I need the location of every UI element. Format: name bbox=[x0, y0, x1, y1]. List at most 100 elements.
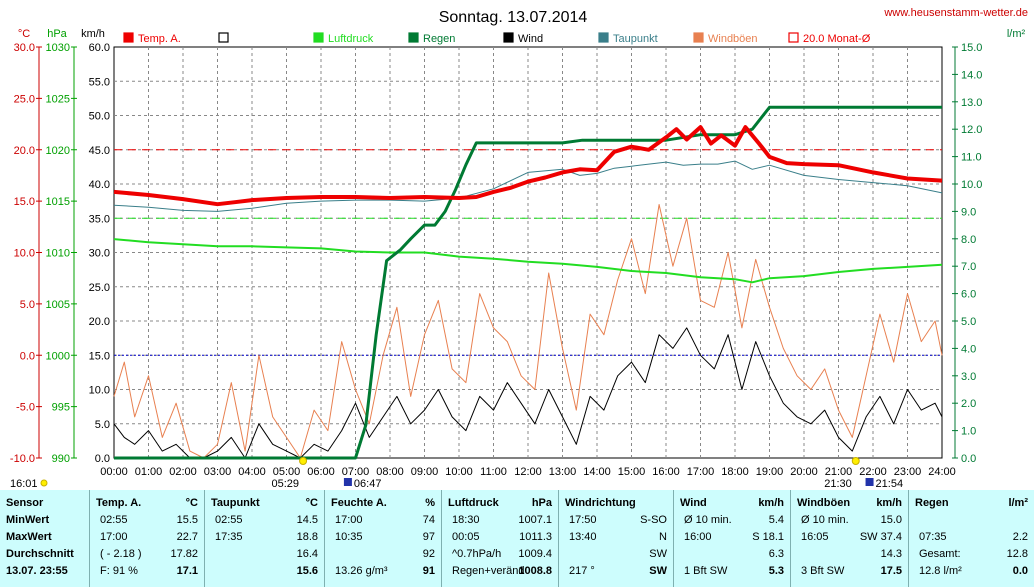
stats-column: Regen l/m² 07:35 2.2 Gesamt: 12.8 12.8 l/m² 0.0 bbox=[909, 490, 1034, 587]
stats-header: Windböen km/h bbox=[791, 495, 908, 511]
stats-column: Taupunkt °C 02:55 14.5 17:35 18.8 16.4 15.6 bbox=[205, 490, 325, 587]
stats-cell-label: 07:35 bbox=[919, 531, 947, 543]
stats-cell-label: ^0.7hPa/h bbox=[452, 548, 502, 560]
stats-cell-value: 17.82 bbox=[170, 548, 198, 560]
plot-area: 00:00 01:00 02:00 03:00 04:00 05:00 06:00 07:00… bbox=[10, 42, 983, 490]
wind-tick-label: 25.0 bbox=[89, 282, 110, 294]
stats-cell-value: 97 bbox=[422, 531, 435, 543]
stats-row: MaxWert bbox=[0, 529, 89, 545]
rain-tick-label: 5.0 bbox=[961, 316, 976, 328]
stats-cell-label: 12.8 l/m² bbox=[919, 565, 962, 577]
stats-row: 16:00 S 18.1 bbox=[674, 529, 790, 545]
pressure-tick-label: 1030 bbox=[46, 42, 70, 54]
x-tick-label: 20:00 bbox=[790, 466, 818, 478]
rain-tick-label: 12.0 bbox=[961, 124, 982, 136]
temp-tick-label: 10.0 bbox=[14, 248, 35, 260]
legend-label: 20.0 Monat-Ø bbox=[803, 33, 871, 45]
legend-swatch bbox=[788, 32, 799, 43]
legend-label: Temp. A. bbox=[138, 33, 181, 45]
x-tick-label: 24:00 bbox=[928, 466, 956, 478]
temp-tick-label: -10.0 bbox=[10, 453, 35, 465]
stats-panel: Sensor MinWert MaxWert Durchschnitt 13.07. 2… bbox=[0, 490, 1034, 587]
legend-swatch bbox=[313, 32, 324, 43]
wind-tick-label: 35.0 bbox=[89, 213, 110, 225]
stats-row: 217 ° SW bbox=[559, 563, 673, 579]
stats-cell-label: 17:00 bbox=[100, 531, 128, 543]
sun-icon bbox=[851, 457, 860, 465]
stats-cell-label: Ø 10 min. bbox=[801, 514, 849, 526]
weather-chart: Sonntag. 13.07.2014 www.heusenstamm-wett… bbox=[10, 7, 1028, 490]
x-tick-label: 04:00 bbox=[238, 466, 266, 478]
stats-row: 17:00 74 bbox=[325, 512, 441, 528]
stats-row: 13.26 g/m³ 91 bbox=[325, 563, 441, 579]
wind-tick-label: 55.0 bbox=[89, 76, 110, 88]
stats-row: ( - 2.18 ) 17.82 bbox=[90, 546, 204, 562]
x-tick-label: 17:00 bbox=[687, 466, 715, 478]
pressure-tick-label: 1020 bbox=[46, 145, 70, 157]
stats-cell-value: 6.3 bbox=[768, 548, 784, 560]
stats-column: Feuchte A.% 17:00 74 10:35 97 92 13.26 g/m³ 91 bbox=[325, 490, 442, 587]
rain-tick-label: 2.0 bbox=[961, 398, 976, 410]
stats-header: Taupunkt °C bbox=[205, 495, 324, 511]
rain-tick-label: 8.0 bbox=[961, 234, 976, 246]
stats-column: Luftdruck hPa 18:30 1007.1 00:05 1011.3 ^0.7hP… bbox=[442, 490, 559, 587]
x-tick-label: 22:00 bbox=[859, 466, 887, 478]
rain-tick-label: 3.0 bbox=[961, 371, 976, 383]
rain-tick-label: 11.0 bbox=[961, 152, 982, 164]
stats-header-label: Feuchte A. bbox=[331, 497, 387, 509]
unit-temp: °C bbox=[18, 28, 30, 40]
stats-row: 07:35 2.2 bbox=[909, 529, 1034, 545]
wind-tick-label: 5.0 bbox=[95, 419, 110, 431]
stats-header: Regen l/m² bbox=[909, 495, 1034, 511]
stats-cell-label: 17:00 bbox=[335, 514, 363, 526]
stats-cell-value: 17.1 bbox=[176, 565, 198, 577]
stats-cell-value: 16.4 bbox=[296, 548, 318, 560]
x-tick-label: 12:00 bbox=[514, 466, 542, 478]
stats-cell-label: 1 Bft SW bbox=[684, 565, 728, 577]
pressure-tick-label: 1000 bbox=[46, 350, 70, 362]
site-link[interactable]: www.heusenstamm-wetter.de bbox=[883, 7, 1028, 19]
stats-row bbox=[909, 512, 1034, 528]
stats-cell-label: 18:30 bbox=[452, 514, 480, 526]
stats-cell-label: Regen+veränd bbox=[452, 565, 525, 577]
x-tick-label: 05:00 bbox=[273, 466, 301, 478]
series-line-regen bbox=[114, 105, 942, 460]
stats-row: ^0.7hPa/h 1009.4 bbox=[442, 546, 558, 562]
stats-cell-value: 92 bbox=[422, 548, 435, 560]
stats-row: SW bbox=[559, 546, 673, 562]
stats-cell-label: 17:50 bbox=[569, 514, 597, 526]
stats-header-label: Regen bbox=[915, 497, 949, 509]
pressure-tick-label: 995 bbox=[52, 402, 70, 414]
stats-cell-value: 91 bbox=[422, 565, 435, 577]
stats-cell-label: 02:55 bbox=[215, 514, 243, 526]
stats-row: 02:55 14.5 bbox=[205, 512, 324, 528]
stats-header-unit: km/h bbox=[876, 497, 902, 509]
x-tick-label: 08:00 bbox=[376, 466, 404, 478]
stats-header: Wind km/h bbox=[674, 495, 790, 511]
stats-cell-value: 18.8 bbox=[296, 531, 318, 543]
stats-cell-value: 17.5 bbox=[880, 565, 902, 577]
stats-cell-label: 13.07. 23:55 bbox=[6, 565, 68, 577]
stats-row: Ø 10 min. 15.0 bbox=[791, 512, 908, 528]
stats-row: 17:35 18.8 bbox=[205, 529, 324, 545]
wind-tick-label: 45.0 bbox=[89, 145, 110, 157]
pressure-tick-label: 1025 bbox=[46, 93, 70, 105]
x-tick-label: 06:00 bbox=[307, 466, 335, 478]
stats-header-unit: °C bbox=[305, 497, 318, 509]
stats-row: Gesamt: 12.8 bbox=[909, 546, 1034, 562]
stats-row: 92 bbox=[325, 546, 441, 562]
unit-wind: km/h bbox=[81, 28, 105, 40]
legend-swatch bbox=[598, 32, 609, 43]
pressure-tick-label: 990 bbox=[52, 453, 70, 465]
series-line-taupunkt bbox=[113, 160, 943, 212]
stats-column: Wind km/h Ø 10 min. 5.4 16:00 S 18.1 6.3 1 Bft … bbox=[674, 490, 791, 587]
temp-tick-label: 0.0 bbox=[20, 350, 35, 362]
legend-label: Taupunkt bbox=[613, 33, 658, 45]
stats-row: 17:50 S-SO bbox=[559, 512, 673, 528]
stats-cell-value: 22.7 bbox=[176, 531, 198, 543]
stats-header-label: Taupunkt bbox=[211, 497, 260, 509]
pressure-tick-label: 1005 bbox=[46, 299, 70, 311]
legend-label: Wind bbox=[518, 33, 543, 45]
stats-cell-label: 16:05 bbox=[801, 531, 829, 543]
rain-tick-label: 14.0 bbox=[961, 69, 982, 81]
